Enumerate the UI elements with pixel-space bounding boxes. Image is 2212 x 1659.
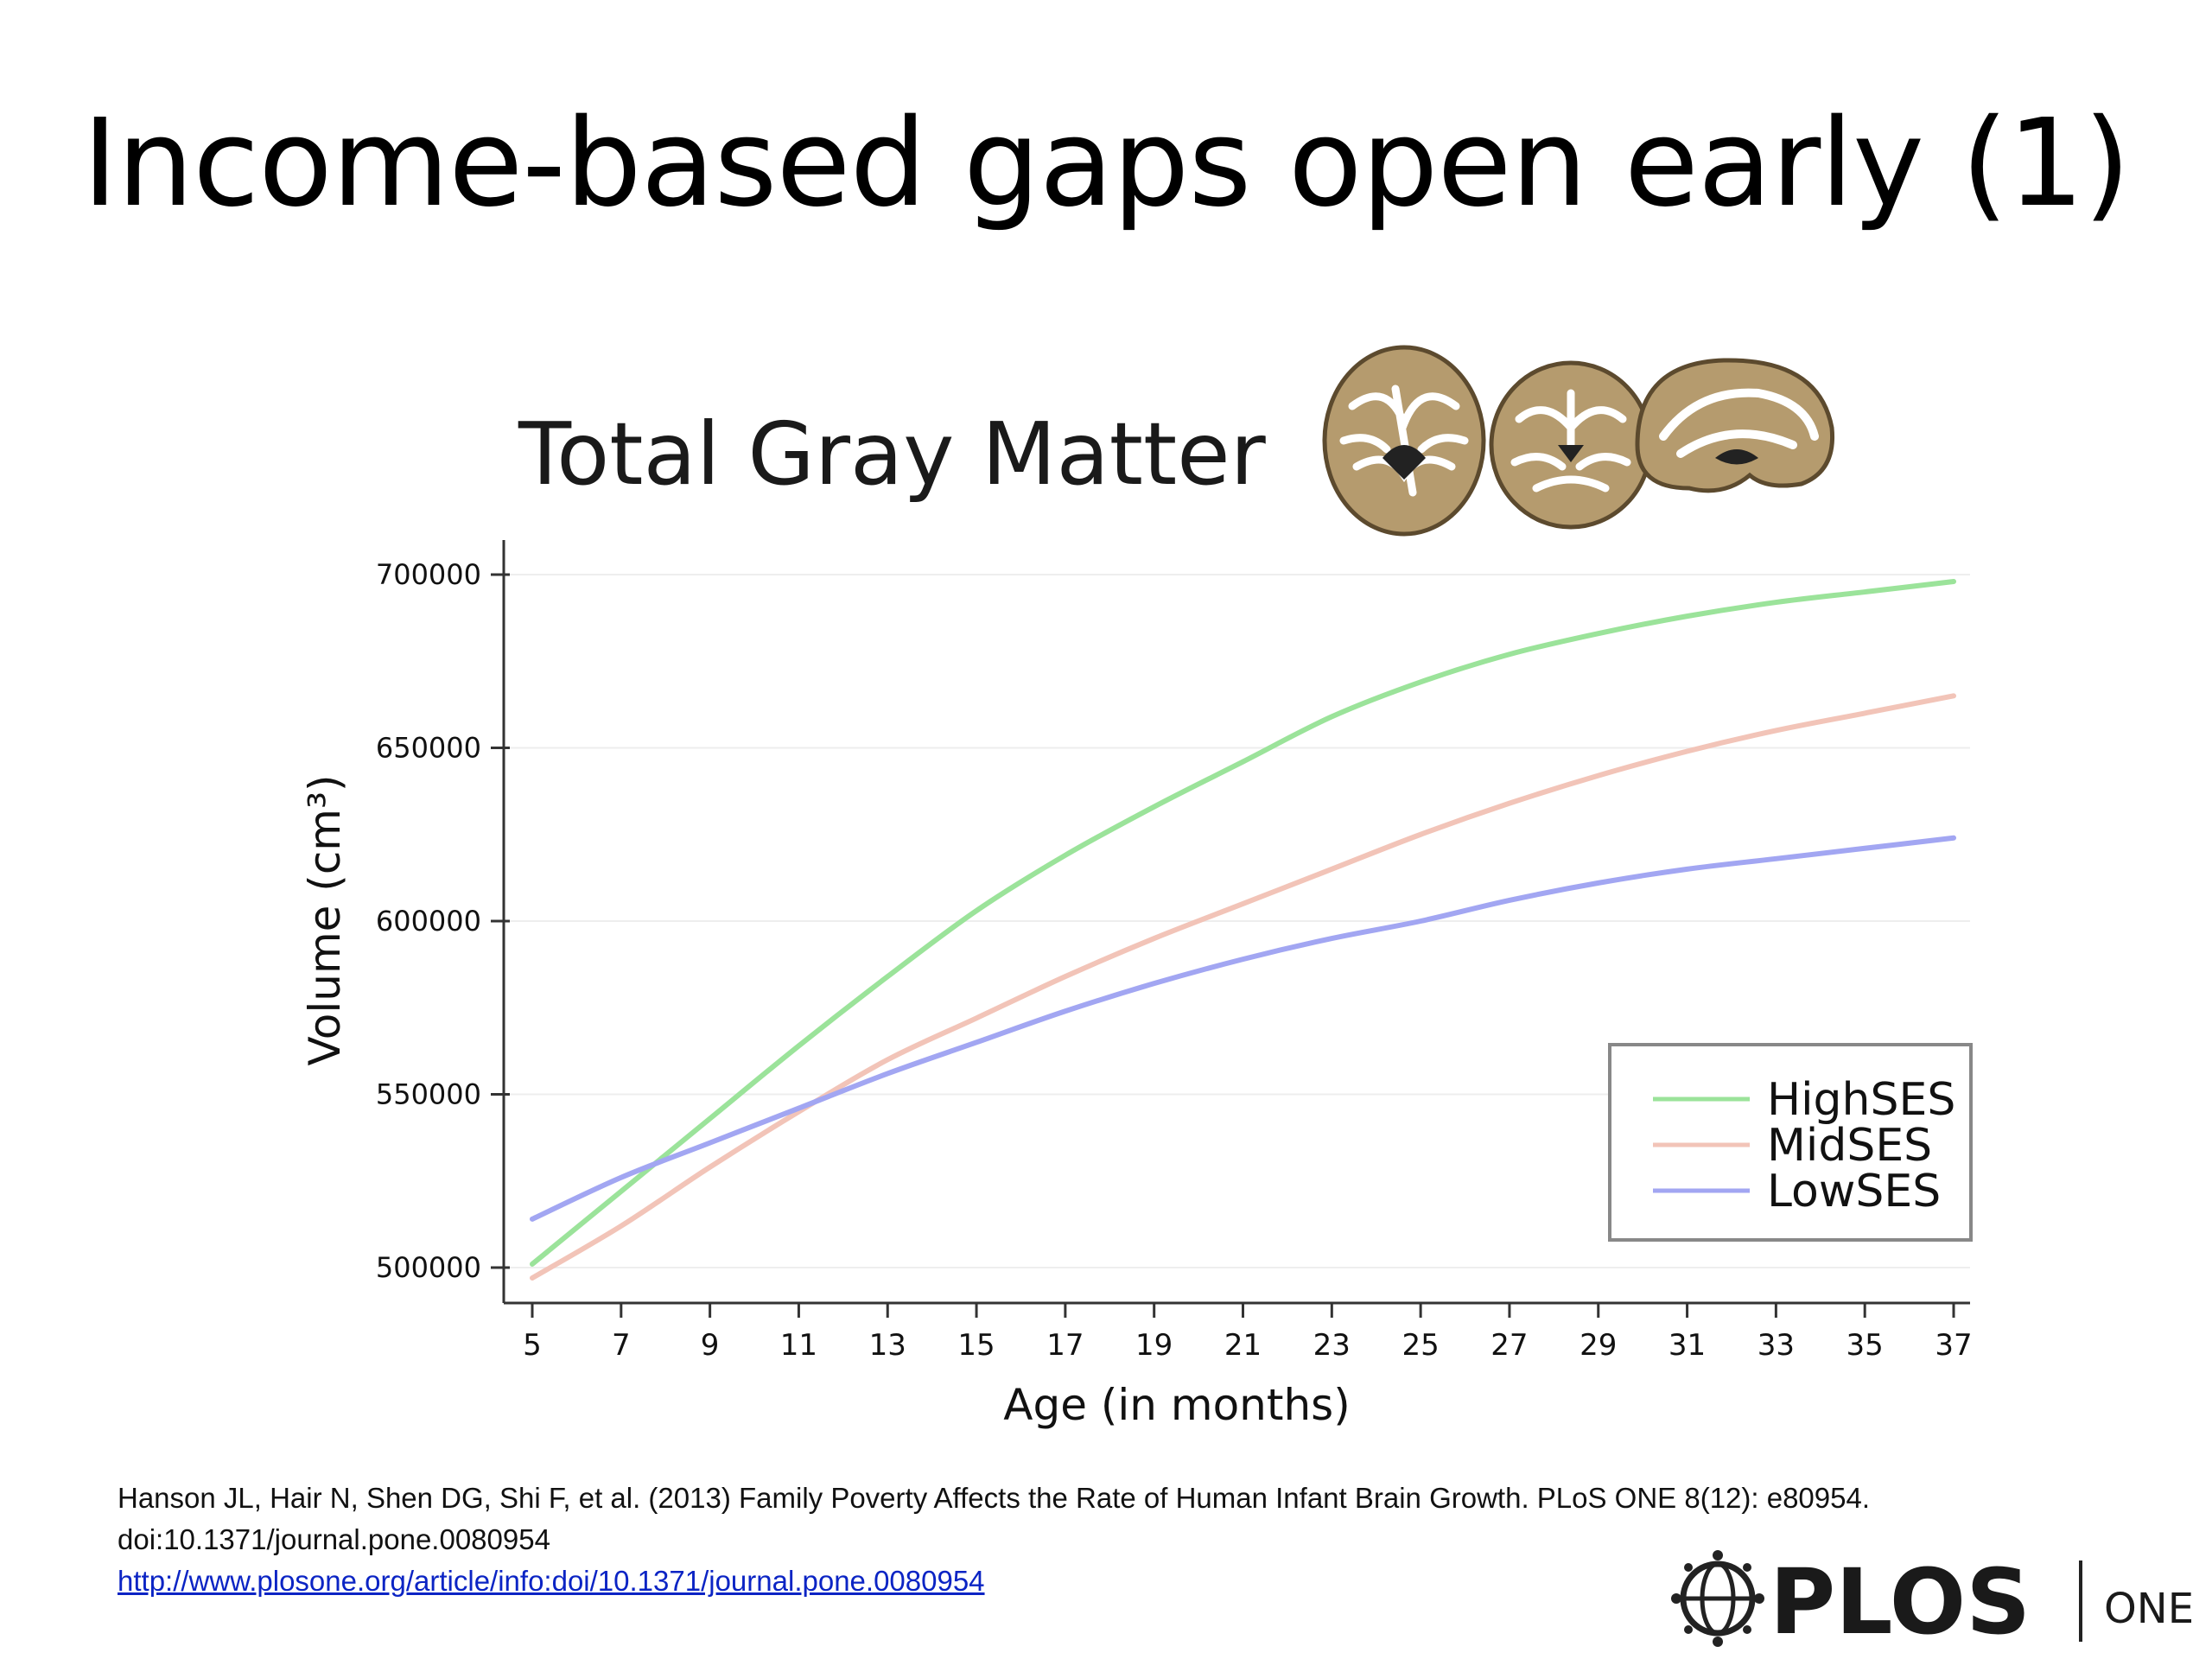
grid-lines bbox=[504, 574, 1970, 1268]
gray-matter-chart: Total Gray Matter 500000 550000 600000 6500… bbox=[300, 345, 1973, 1430]
plos-one-logo: PLOS ONE bbox=[1671, 1549, 2194, 1655]
citation-line-2: doi:10.1371/journal.pone.0080954 bbox=[118, 1523, 550, 1555]
y-tick-label: 600000 bbox=[376, 905, 481, 938]
x-axis-label: Age (in months) bbox=[1003, 1380, 1350, 1430]
x-tick-label: 5 bbox=[523, 1328, 542, 1363]
x-tick-label: 29 bbox=[1580, 1328, 1617, 1363]
x-tick-label: 35 bbox=[1847, 1328, 1884, 1363]
series-line-midses bbox=[530, 693, 1956, 1281]
legend-label: LowSES bbox=[1767, 1166, 1941, 1217]
brain-coronal-icon bbox=[1489, 360, 1653, 530]
x-tick-label: 7 bbox=[612, 1328, 631, 1363]
chart-title: Total Gray Matter bbox=[518, 404, 1267, 505]
x-tick-label: 21 bbox=[1224, 1328, 1262, 1363]
x-tick-label: 17 bbox=[1046, 1328, 1084, 1363]
legend-label: HighSES bbox=[1767, 1074, 1955, 1126]
plos-one-wordmark: ONE bbox=[2104, 1585, 2194, 1633]
y-tick-label: 650000 bbox=[376, 732, 481, 765]
citation: Hanson JL, Hair N, Shen DG, Shi F, et al… bbox=[118, 1478, 2018, 1602]
brain-axial-icon bbox=[1322, 345, 1486, 537]
x-tick-label: 31 bbox=[1669, 1328, 1706, 1363]
y-tick-label: 700000 bbox=[376, 558, 481, 591]
y-tick-label: 500000 bbox=[376, 1251, 481, 1284]
citation-link[interactable]: http://www.plosone.org/article/info:doi/… bbox=[118, 1565, 985, 1597]
x-tick-label: 11 bbox=[780, 1328, 817, 1363]
series-line-highses bbox=[530, 579, 1956, 1267]
series-layer bbox=[530, 579, 1956, 1281]
slide-title: Income-based gaps open early (1) bbox=[82, 93, 2131, 234]
brain-sagittal-icon bbox=[1635, 358, 1835, 493]
series-line-lowses bbox=[530, 835, 1956, 1222]
x-tick-label: 25 bbox=[1402, 1328, 1439, 1363]
x-tick-label: 15 bbox=[957, 1328, 995, 1363]
legend-label: MidSES bbox=[1767, 1120, 1932, 1172]
x-ticks: 5 7 9 11 13 15 17 19 21 23 25 27 29 31 33 35 37 bbox=[523, 1303, 1973, 1363]
x-tick-label: 33 bbox=[1758, 1328, 1795, 1363]
legend-box bbox=[1608, 1043, 1973, 1242]
citation-line-1: Hanson JL, Hair N, Shen DG, Shi F, et al… bbox=[118, 1482, 1871, 1514]
x-tick-label: 9 bbox=[701, 1328, 720, 1363]
y-tick-label: 550000 bbox=[376, 1078, 481, 1111]
plos-wordmark: PLOS bbox=[1770, 1549, 2031, 1655]
x-tick-label: 27 bbox=[1491, 1328, 1528, 1363]
y-axis-label: Volume (cm³) bbox=[300, 774, 350, 1065]
plos-globe-icon bbox=[1671, 1550, 1764, 1647]
x-tick-label: 23 bbox=[1313, 1328, 1351, 1363]
x-tick-label: 13 bbox=[869, 1328, 906, 1363]
y-ticks: 500000 550000 600000 650000 700000 bbox=[376, 558, 510, 1284]
x-tick-label: 37 bbox=[1935, 1328, 1972, 1363]
x-tick-label: 19 bbox=[1135, 1328, 1173, 1363]
